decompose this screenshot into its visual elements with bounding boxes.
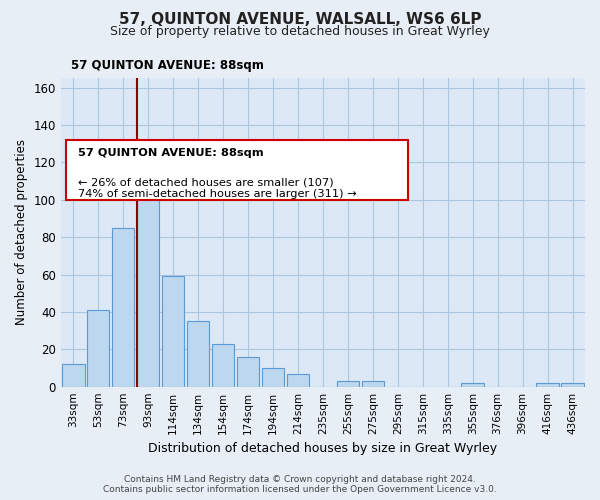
Bar — [187, 321, 209, 386]
Text: Size of property relative to detached houses in Great Wyrley: Size of property relative to detached ho… — [110, 25, 490, 38]
Bar — [362, 381, 384, 386]
Bar — [162, 276, 184, 386]
Bar — [536, 383, 559, 386]
Y-axis label: Number of detached properties: Number of detached properties — [15, 140, 28, 326]
Text: ← 26% of detached houses are smaller (107)
74% of semi-detached houses are large: ← 26% of detached houses are smaller (10… — [78, 178, 356, 199]
X-axis label: Distribution of detached houses by size in Great Wyrley: Distribution of detached houses by size … — [148, 442, 497, 455]
Text: Contains HM Land Registry data © Crown copyright and database right 2024.
Contai: Contains HM Land Registry data © Crown c… — [103, 474, 497, 494]
Bar — [112, 228, 134, 386]
Bar — [461, 383, 484, 386]
Bar — [237, 357, 259, 386]
Bar — [212, 344, 234, 386]
Bar — [62, 364, 85, 386]
Text: 57 QUINTON AVENUE: 88sqm: 57 QUINTON AVENUE: 88sqm — [78, 148, 263, 158]
Bar — [137, 149, 160, 386]
Text: 57, QUINTON AVENUE, WALSALL, WS6 6LP: 57, QUINTON AVENUE, WALSALL, WS6 6LP — [119, 12, 481, 28]
Bar — [561, 383, 584, 386]
Bar — [87, 310, 109, 386]
Bar — [337, 381, 359, 386]
Text: 57 QUINTON AVENUE: 88sqm: 57 QUINTON AVENUE: 88sqm — [71, 59, 264, 72]
Bar — [287, 374, 309, 386]
Bar — [262, 368, 284, 386]
